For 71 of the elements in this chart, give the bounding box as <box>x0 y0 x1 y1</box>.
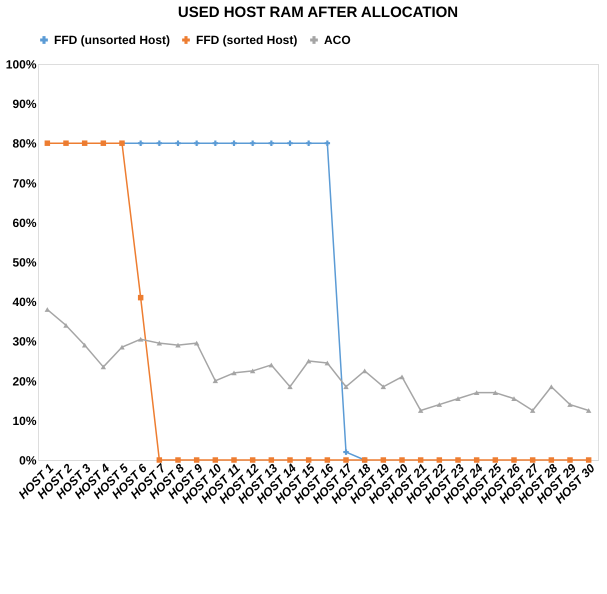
point <box>380 457 386 463</box>
point <box>436 402 442 407</box>
point <box>474 457 480 463</box>
point <box>567 402 573 407</box>
legend-label: FFD (unsorted Host) <box>54 33 170 47</box>
point <box>250 457 256 463</box>
point <box>586 457 592 463</box>
point <box>324 360 330 366</box>
point <box>530 408 536 413</box>
point <box>418 457 424 463</box>
point <box>268 140 274 146</box>
point <box>100 140 106 146</box>
point <box>287 140 293 146</box>
point <box>212 457 218 463</box>
legend-label: FFD (sorted Host) <box>196 33 298 47</box>
point <box>194 340 200 346</box>
y-tick-label: 10% <box>12 414 37 428</box>
point <box>511 396 517 401</box>
y-tick-label: 60% <box>12 216 37 230</box>
point <box>250 368 256 374</box>
y-tick-label: 90% <box>12 97 37 112</box>
point <box>194 457 200 463</box>
point <box>138 140 144 146</box>
point <box>287 384 293 390</box>
point <box>212 378 218 384</box>
point <box>492 390 498 396</box>
point <box>175 140 181 146</box>
y-tick-label: 30% <box>12 334 37 349</box>
point <box>231 140 237 146</box>
point <box>492 457 498 463</box>
point <box>268 457 274 463</box>
point <box>530 457 536 463</box>
point <box>455 396 461 401</box>
point <box>82 342 88 348</box>
point <box>380 384 386 390</box>
y-tick-label: 100% <box>6 58 37 72</box>
point <box>436 457 442 463</box>
point <box>156 340 162 346</box>
point <box>474 390 480 396</box>
point <box>119 344 125 350</box>
point <box>324 140 330 146</box>
point <box>156 140 162 146</box>
point <box>100 364 106 370</box>
y-tick-label: 0% <box>19 454 37 468</box>
point <box>156 457 162 463</box>
point <box>250 140 256 146</box>
point <box>548 457 554 463</box>
y-tick-label: 40% <box>12 295 37 310</box>
y-tick-label: 70% <box>12 176 37 190</box>
point <box>82 140 88 146</box>
chart-title: USED HOST RAM AFTER ALLOCATION <box>178 4 458 21</box>
point <box>63 140 69 146</box>
point <box>231 370 237 376</box>
point <box>268 362 274 368</box>
point <box>175 342 181 348</box>
point <box>212 140 218 146</box>
point <box>138 294 144 300</box>
point <box>586 408 592 413</box>
legend-label: ACO <box>324 33 351 47</box>
y-tick-label: 20% <box>12 374 37 388</box>
point <box>343 384 349 390</box>
point <box>324 457 330 463</box>
point <box>194 140 200 146</box>
y-tick-label: 50% <box>12 256 37 270</box>
point <box>306 457 312 463</box>
y-tick-label: 80% <box>12 136 37 151</box>
point <box>306 140 312 146</box>
point <box>44 140 50 146</box>
point <box>418 408 424 413</box>
point <box>306 358 312 364</box>
point <box>138 336 144 342</box>
